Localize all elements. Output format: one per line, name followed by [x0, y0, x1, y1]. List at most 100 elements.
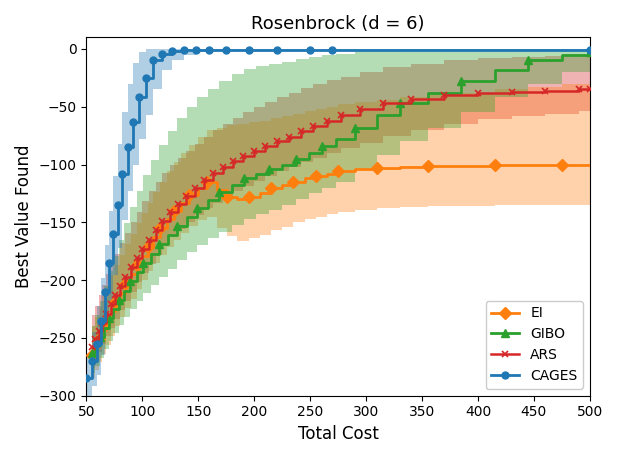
GIBO [193, 206, 201, 211]
EI [525, 162, 532, 167]
GIBO [265, 166, 273, 172]
ARS [474, 90, 481, 96]
EI [351, 166, 358, 172]
ARS [575, 87, 582, 92]
CAGES [273, 47, 280, 53]
ARS [122, 274, 129, 279]
ARS [191, 185, 198, 191]
ARS [357, 106, 364, 112]
GIBO [558, 52, 565, 57]
EI [312, 173, 320, 179]
GIBO [373, 112, 381, 118]
ARS [508, 89, 515, 94]
EI [127, 272, 135, 277]
EI [558, 162, 565, 167]
EI [203, 179, 211, 185]
EI [107, 309, 114, 314]
GIBO [140, 260, 147, 266]
ARS [285, 134, 292, 140]
EI [88, 353, 96, 358]
GIBO [115, 297, 122, 303]
EI [267, 185, 274, 191]
CAGES [130, 119, 137, 125]
CAGES [307, 47, 314, 53]
GIBO [155, 241, 163, 247]
EI [150, 234, 157, 240]
EI [133, 262, 140, 268]
ARS [98, 320, 106, 326]
ARS [107, 302, 114, 307]
CAGES [124, 144, 132, 150]
EI [98, 327, 106, 333]
CAGES [97, 318, 104, 323]
EI [116, 290, 124, 295]
ARS [407, 96, 415, 101]
EI [491, 162, 499, 167]
ARS [103, 311, 110, 316]
ARS [229, 158, 237, 164]
GIBO [96, 334, 103, 339]
EI [279, 183, 286, 188]
CAGES [329, 47, 336, 53]
EI [156, 225, 164, 231]
ARS [586, 87, 593, 92]
ARS [200, 177, 208, 182]
CAGES [114, 202, 121, 208]
CAGES [83, 376, 90, 381]
CAGES [105, 260, 112, 266]
EI [195, 185, 202, 191]
EI [245, 194, 252, 200]
GIBO [319, 143, 326, 149]
CAGES [88, 358, 96, 364]
CAGES [222, 47, 230, 53]
ARS [441, 93, 448, 98]
EI [373, 165, 381, 171]
EI [103, 318, 110, 323]
EI [290, 179, 297, 185]
GIBO [101, 325, 108, 330]
X-axis label: Total Cost: Total Cost [298, 425, 378, 443]
ARS [261, 143, 269, 149]
ARS [152, 228, 159, 233]
GIBO [396, 100, 404, 106]
ARS [127, 265, 135, 270]
CAGES [101, 289, 109, 294]
ARS [145, 237, 153, 242]
GIBO [205, 197, 212, 203]
GIBO [586, 49, 593, 55]
EI [95, 336, 103, 342]
Y-axis label: Best Value Found: Best Value Found [15, 145, 33, 288]
CAGES [135, 95, 143, 100]
EI [170, 208, 177, 213]
EI [178, 200, 185, 205]
CAGES [150, 58, 157, 63]
EI [301, 175, 308, 181]
ARS [182, 193, 190, 198]
CAGES [169, 49, 176, 54]
GIBO [457, 78, 465, 84]
Legend: EI, GIBO, ARS, CAGES: EI, GIBO, ARS, CAGES [486, 301, 583, 389]
GIBO [332, 136, 339, 142]
ARS [166, 209, 174, 215]
ARS [219, 164, 227, 169]
CAGES [180, 47, 187, 53]
GIBO [305, 150, 313, 156]
EI [91, 344, 99, 350]
CAGES [94, 341, 101, 346]
CAGES [119, 171, 126, 176]
GIBO [126, 278, 133, 284]
GIBO [292, 156, 299, 162]
GIBO [173, 223, 180, 229]
GIBO [240, 175, 248, 181]
EI [396, 164, 404, 169]
EI [256, 191, 263, 196]
Line: EI: EI [88, 160, 594, 360]
EI [185, 192, 193, 197]
EI [424, 163, 431, 169]
ARS [297, 128, 305, 134]
CAGES [245, 47, 252, 53]
GIBO [88, 350, 96, 356]
EI [234, 196, 241, 202]
EI [122, 281, 129, 286]
EI [224, 194, 231, 200]
